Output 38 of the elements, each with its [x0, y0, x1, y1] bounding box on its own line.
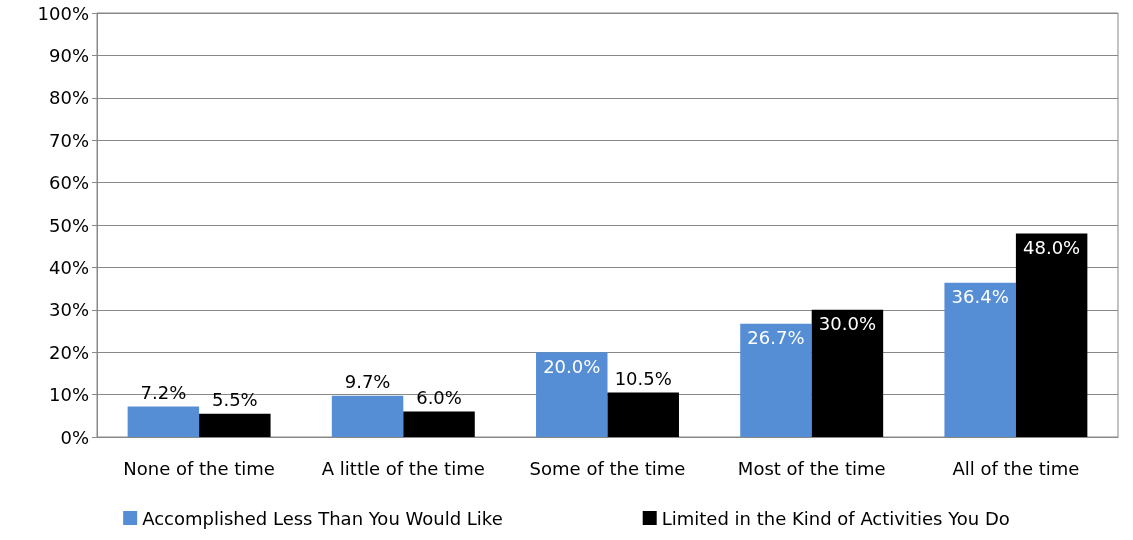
y-tick-label: 70% — [48, 129, 89, 151]
x-tick-label: None of the time — [123, 457, 275, 479]
bar — [403, 411, 475, 437]
data-label: 30.0% — [818, 313, 877, 335]
y-tick-label: 30% — [48, 299, 89, 321]
legend-label: Limited in the Kind of Activities You Do — [661, 507, 1010, 529]
bar — [1015, 233, 1088, 437]
y-tick-label: 80% — [48, 87, 89, 109]
data-label: 7.2% — [140, 381, 187, 403]
data-label: 20.0% — [543, 355, 601, 377]
x-tick-label: All of the time — [952, 457, 1080, 479]
y-tick-label: 100% — [37, 2, 89, 24]
x-tick-label: A little of the time — [321, 457, 485, 479]
bar — [740, 323, 812, 437]
data-label: 26.7% — [747, 327, 805, 349]
data-label: 9.7% — [344, 371, 391, 393]
bar — [607, 392, 679, 437]
y-tick-label: 10% — [48, 384, 89, 406]
legend-label: Accomplished Less Than You Would Like — [142, 507, 503, 529]
y-tick-label: 40% — [48, 256, 89, 278]
y-tick-label: 50% — [48, 214, 89, 236]
data-label: 10.5% — [614, 367, 672, 389]
bar — [199, 413, 271, 437]
x-tick-label: Most of the time — [737, 457, 886, 479]
data-label: 6.0% — [416, 387, 462, 409]
bar — [811, 309, 884, 437]
y-tick-label: 20% — [48, 341, 89, 363]
y-tick-label: 60% — [48, 172, 89, 194]
x-tick-label: Some of the time — [529, 457, 686, 479]
data-label: 5.5% — [211, 389, 258, 411]
data-label: 48.0% — [1023, 236, 1081, 258]
y-tick-label: 90% — [48, 44, 89, 66]
y-tick-label: 0% — [60, 426, 89, 448]
bar — [127, 406, 200, 437]
bar — [944, 282, 1016, 437]
bar — [331, 395, 404, 437]
bar — [536, 352, 608, 437]
data-label: 36.4% — [951, 286, 1009, 308]
